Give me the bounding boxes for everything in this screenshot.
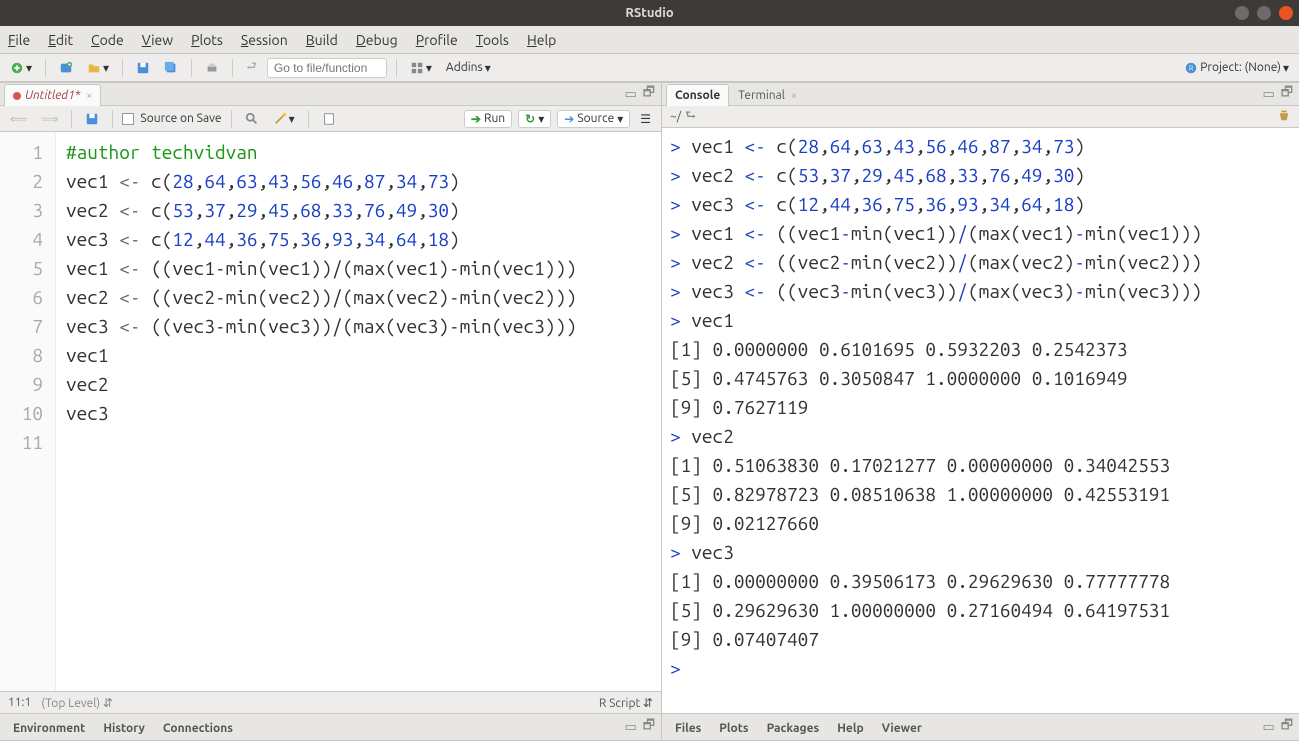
source-status-bar: 11:1 (Top Level) ⇵ R Script ⇵ (0, 691, 661, 713)
menu-item-view[interactable]: View (142, 32, 173, 48)
menu-item-debug[interactable]: Debug (356, 32, 398, 48)
cursor-position: 11:1 (8, 696, 31, 709)
main-area: Untitled1* × ▭ 🗗 ⟸ ⟹ Source on Save (0, 82, 1299, 741)
goto-file-input[interactable] (267, 58, 387, 78)
files-tab-files[interactable]: Files (666, 717, 710, 739)
console-path-bar: ~/ ⮑ (662, 106, 1299, 128)
print-button[interactable] (201, 59, 223, 77)
window-controls (1235, 6, 1293, 20)
source-toolbar: ⟸ ⟹ Source on Save ▾ (0, 106, 661, 132)
close-button[interactable] (1279, 6, 1293, 20)
env-tab-connections[interactable]: Connections (154, 717, 242, 739)
title-bar: RStudio (0, 0, 1299, 26)
source-tabs: Untitled1* × ▭ 🗗 (0, 82, 661, 106)
menu-item-tools[interactable]: Tools (476, 32, 509, 48)
menu-item-build[interactable]: Build (306, 32, 338, 48)
close-terminal-icon[interactable]: × (791, 90, 797, 102)
source-on-save-label: Source on Save (140, 112, 221, 125)
find-button[interactable] (241, 110, 263, 128)
forward-button[interactable]: ⟹ (37, 110, 62, 128)
minimize-pane-icon[interactable]: ▭ (1262, 87, 1274, 102)
source-tab-untitled1[interactable]: Untitled1* × (4, 84, 101, 106)
code-area[interactable]: #author techvidvanvec1 <- c(28,64,63,43,… (56, 132, 661, 691)
terminal-tab[interactable]: Terminal × (729, 84, 806, 106)
window-title: RStudio (625, 6, 673, 20)
console-output[interactable]: > vec1 <- c(28,64,63,43,56,46,87,34,73)>… (662, 128, 1299, 713)
menu-item-file[interactable]: File (8, 32, 30, 48)
outline-button[interactable]: ☰ (636, 110, 655, 128)
goto-prev-button[interactable]: ⮐ (242, 55, 261, 80)
files-tab-packages[interactable]: Packages (758, 717, 829, 739)
menu-bar: File Edit Code View Plots Session Build Debug Pr… (0, 26, 1299, 54)
new-project-button[interactable] (55, 59, 77, 77)
menu-item-help[interactable]: Help (527, 32, 556, 48)
files-tab-help[interactable]: Help (828, 717, 872, 739)
rerun-arrow-icon: ↻ (525, 112, 535, 126)
compile-report-button[interactable] (318, 110, 340, 128)
save-all-button[interactable] (160, 59, 182, 77)
rerun-button[interactable]: ↻ ▾ (518, 110, 551, 128)
save-button[interactable] (132, 59, 154, 77)
console-tab[interactable]: Console (666, 84, 729, 106)
new-file-button[interactable]: ▾ (6, 59, 36, 77)
save-source-button[interactable] (81, 110, 103, 128)
minimize-pane-icon[interactable]: ▭ (1262, 720, 1274, 735)
bottom-left-tabs: EnvironmentHistoryConnections ▭ 🗗 (0, 713, 662, 741)
source-tab-label: Untitled1* (25, 89, 80, 102)
svg-text:R: R (1189, 64, 1194, 72)
scope-dropdown[interactable]: (Top Level) ⇵ (41, 696, 113, 710)
close-tab-icon[interactable]: × (86, 90, 92, 102)
addins-dropdown[interactable]: Addins ▾ (442, 59, 495, 77)
left-column: Untitled1* × ▭ 🗗 ⟸ ⟹ Source on Save (0, 82, 662, 741)
console-tab-label: Console (675, 89, 720, 102)
run-arrow-icon: ➔ (471, 112, 481, 126)
source-on-save-checkbox[interactable] (122, 113, 134, 125)
global-toolbar: ▾ ▾ ⮐ ▾ Addins ▾ R Project: (None) ▾ (0, 54, 1299, 82)
maximize-button[interactable] (1257, 6, 1271, 20)
menu-item-plots[interactable]: Plots (191, 32, 223, 48)
back-button[interactable]: ⟸ (6, 110, 31, 128)
line-gutter: 1234567891011 (0, 132, 56, 691)
console-tabs: Console Terminal × ▭ 🗗 (662, 82, 1299, 106)
unsaved-dot-icon (13, 92, 21, 100)
console-path: ~/ (670, 110, 681, 123)
menu-item-edit[interactable]: Edit (48, 32, 73, 48)
project-menu[interactable]: R Project: (None) ▾ (1180, 59, 1293, 77)
grid-view-button[interactable]: ▾ (406, 59, 436, 77)
env-tab-history[interactable]: History (94, 717, 154, 739)
run-button[interactable]: ➔ Run (464, 110, 512, 128)
go-to-dir-icon[interactable]: ⮑ (685, 106, 696, 127)
files-tab-plots[interactable]: Plots (710, 717, 757, 739)
maximize-pane-icon[interactable]: 🗗 (643, 716, 655, 738)
minimize-button[interactable] (1235, 6, 1249, 20)
files-tab-viewer[interactable]: Viewer (873, 717, 931, 739)
maximize-pane-icon[interactable]: 🗗 (1281, 83, 1293, 105)
wand-button[interactable]: ▾ (269, 110, 299, 128)
menu-item-code[interactable]: Code (91, 32, 124, 48)
minimize-pane-icon[interactable]: ▭ (624, 87, 636, 102)
source-dropdown-button[interactable]: ➔ Source ▾ (557, 110, 630, 128)
menu-item-session[interactable]: Session (241, 32, 288, 48)
clear-console-icon[interactable] (1277, 108, 1291, 125)
source-editor[interactable]: 1234567891011 #author techvidvanvec1 <- … (0, 132, 661, 691)
minimize-pane-icon[interactable]: ▭ (624, 720, 636, 735)
file-type-dropdown[interactable]: R Script ⇵ (599, 696, 653, 710)
open-file-button[interactable]: ▾ (83, 59, 113, 77)
bottom-right-tabs: FilesPlotsPackagesHelpViewer ▭ 🗗 (662, 713, 1299, 741)
maximize-pane-icon[interactable]: 🗗 (1281, 716, 1293, 738)
right-column: Console Terminal × ▭ 🗗 ~/ ⮑ > vec1 <- c(… (662, 82, 1299, 741)
terminal-tab-label: Terminal (738, 89, 785, 102)
menu-item-profile[interactable]: Profile (416, 32, 458, 48)
env-tab-environment[interactable]: Environment (4, 717, 94, 739)
maximize-pane-icon[interactable]: 🗗 (643, 83, 655, 105)
source-arrow-icon: ➔ (564, 112, 574, 126)
